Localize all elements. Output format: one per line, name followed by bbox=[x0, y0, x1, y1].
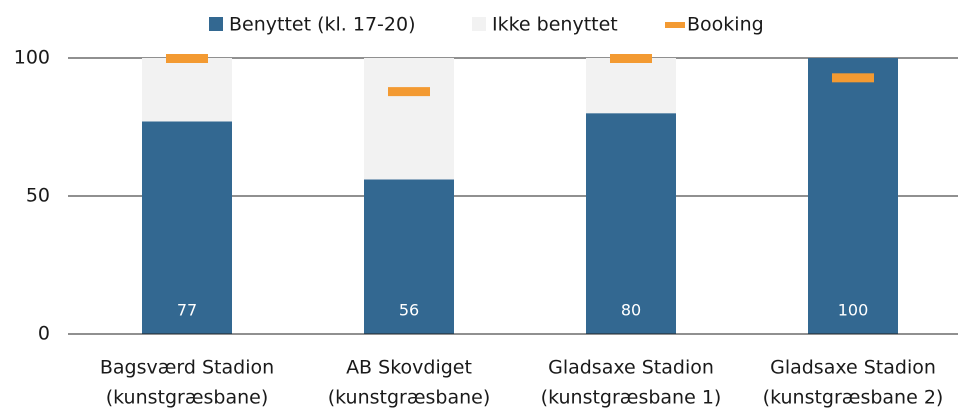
booking-marker bbox=[166, 54, 208, 63]
y-tick-label: 0 bbox=[38, 323, 50, 345]
bar-segment bbox=[364, 58, 454, 180]
legend-label: Ikke benyttet bbox=[492, 14, 618, 36]
legend-label: Booking bbox=[687, 14, 764, 36]
x-tick-label: Bagsværd Stadion bbox=[100, 357, 274, 379]
y-tick-label: 100 bbox=[14, 47, 50, 69]
x-tick-label: Gladsaxe Stadion bbox=[770, 357, 936, 379]
booking-marker bbox=[610, 54, 652, 63]
legend-label: Benyttet (kl. 17-20) bbox=[229, 14, 415, 36]
bar-segment bbox=[142, 58, 232, 122]
data-label: 77 bbox=[177, 301, 197, 320]
x-tick-label: AB Skovdiget bbox=[346, 357, 472, 379]
legend-swatch bbox=[209, 17, 223, 31]
bar-segment bbox=[142, 121, 232, 334]
x-tick-label: (kunstgræsbane 1) bbox=[541, 387, 722, 409]
legend-swatch bbox=[665, 22, 685, 28]
data-label: 80 bbox=[621, 301, 641, 320]
x-tick-label: (kunstgræsbane) bbox=[106, 387, 269, 409]
bar-segment bbox=[808, 58, 898, 334]
booking-marker bbox=[388, 87, 430, 97]
x-tick-label: Gladsaxe Stadion bbox=[548, 357, 714, 379]
data-label: 100 bbox=[838, 301, 869, 320]
bar-segment bbox=[586, 58, 676, 114]
x-tick-label: (kunstgræsbane) bbox=[328, 387, 491, 409]
bar-segment bbox=[364, 179, 454, 334]
booking-marker bbox=[832, 73, 874, 83]
bar-segment bbox=[586, 113, 676, 334]
y-tick-label: 50 bbox=[26, 185, 50, 207]
data-label: 56 bbox=[399, 301, 419, 320]
x-tick-label: (kunstgræsbane 2) bbox=[763, 387, 944, 409]
legend-swatch bbox=[472, 17, 486, 31]
